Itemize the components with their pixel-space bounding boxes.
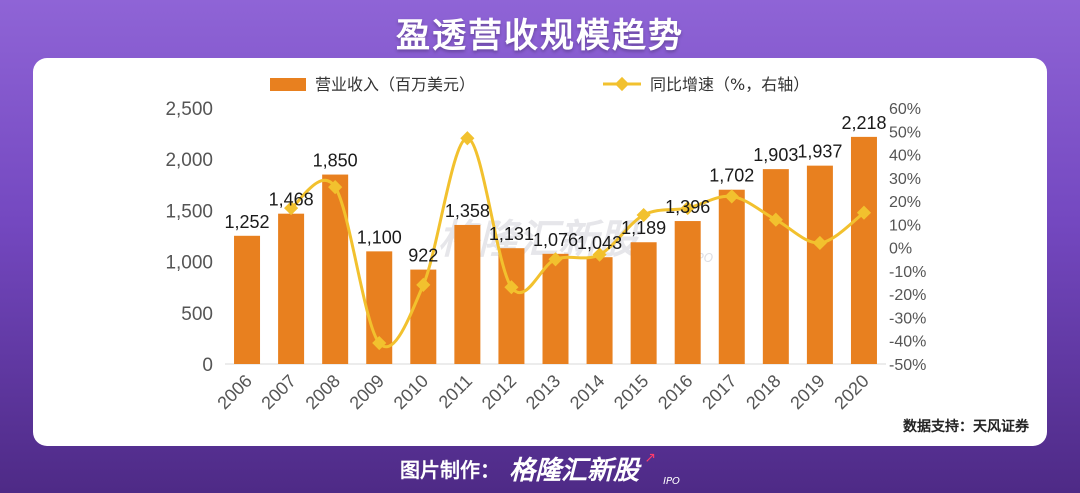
x-tick-label: 2017 [698,371,740,413]
bar-2015 [630,242,657,364]
growth-point-2014 [592,247,607,262]
bar-value-label: 1,252 [225,212,270,232]
y-right-tick-label: 0% [889,241,912,258]
growth-point-2018 [768,212,783,227]
bar-2016 [674,221,701,364]
bar-value-label: 1,076 [533,230,578,250]
y-left-tick-label: 500 [181,304,213,325]
bar-2013 [542,253,569,364]
bar-2008 [322,174,349,364]
legend-label-bar: 营业收入（百万美元） [315,75,475,94]
growth-point-2016 [680,201,695,216]
x-tick-label: 2018 [742,371,784,413]
growth-point-2020 [856,205,872,220]
y-right-tick-label: -20% [889,287,926,304]
bar-value-label: 1,850 [313,151,358,171]
bar-value-label: 2,218 [841,113,886,133]
growth-point-2007 [284,201,299,216]
x-tick-label: 2010 [390,371,432,413]
y-right-tick-label: 30% [889,171,921,188]
x-tick-label: 2020 [830,371,872,413]
x-tick-label: 2009 [346,371,388,413]
bar-value-label: 1,396 [665,197,710,217]
bar-value-label: 1,937 [797,142,842,162]
bar-value-label: 1,189 [621,218,666,238]
bar-value-label: 1,903 [753,145,798,165]
bar-2011 [454,224,481,364]
growth-point-2011 [460,131,475,146]
y-right-tick-label: 20% [889,194,921,211]
chart-card: 格隆汇新股 IPO 营业收入（百万美元） 同比增速（%，右轴） 0 500 1,000 1,5… [33,58,1047,446]
bar-2014 [586,257,613,364]
legend-marker-line [614,76,630,92]
source-note: 数据支持：天风证券 [903,419,1029,435]
x-tick-label: 2007 [257,371,299,413]
bar-value-label: 1,131 [489,224,534,244]
bar-value-label: 1,468 [269,190,314,210]
x-tick-label: 2016 [654,371,696,413]
y-right-tick-label: 60% [889,101,921,118]
y-right-tick-label: 50% [889,124,921,141]
growth-point-2017 [724,189,739,204]
footer-ipo: IPO [663,476,680,487]
bar-value-label: 922 [408,246,438,266]
y-left-tick-label: 1,500 [165,201,213,222]
y-right-tick-label: -40% [889,334,926,351]
footer-label: 图片制作： [400,458,501,482]
bar-2007 [278,213,305,364]
x-tick-label: 2013 [522,371,564,413]
bar-2019 [806,165,833,364]
growth-point-2010 [416,277,431,292]
x-tick-label: 2006 [213,371,255,413]
bar-2017 [718,189,745,364]
y-left-tick-label: 1,000 [165,253,213,274]
x-tick-label: 2019 [786,371,828,413]
y-left-tick-label: 2,000 [165,150,213,171]
trend-arrow-icon: ↗ [644,450,656,466]
y-left-tick-label: 2,500 [165,99,213,120]
x-tick-label: 2015 [610,371,652,413]
bar-value-label: 1,358 [445,201,490,221]
growth-point-2013 [548,252,563,267]
bar-value-label: 1,043 [577,233,622,253]
growth-point-2008 [328,180,343,195]
x-tick-label: 2014 [566,371,608,413]
legend-label-line: 同比增速（%，右轴） [650,75,809,94]
growth-point-2015 [636,207,651,223]
x-tick-label: 2012 [478,371,520,413]
y-right-tick-label: 10% [889,217,921,234]
growth-point-2019 [812,235,827,251]
y-right-tick-label: 40% [889,148,921,165]
bar-2006 [234,235,261,364]
x-tick-label: 2011 [435,371,477,413]
y-right-tick-label: -10% [889,264,926,281]
y-right-tick-label: -50% [889,357,926,374]
growth-point-2009 [372,335,387,351]
bar-value-label: 1,100 [357,227,402,247]
bar-2020 [850,136,877,364]
page-title: 盈透营收规模趋势 [396,16,684,56]
legend-swatch-bar [270,78,306,91]
bar-value-label: 1,702 [709,166,754,186]
y-left-tick-label: 0 [202,355,213,376]
bar-2018 [762,169,789,364]
y-right-tick-label: -30% [889,310,926,327]
footer-brand: 格隆汇新股 [509,456,640,486]
footer: 图片制作： 格隆汇新股 ↗ IPO [0,450,1080,487]
x-tick-label: 2008 [302,371,344,413]
